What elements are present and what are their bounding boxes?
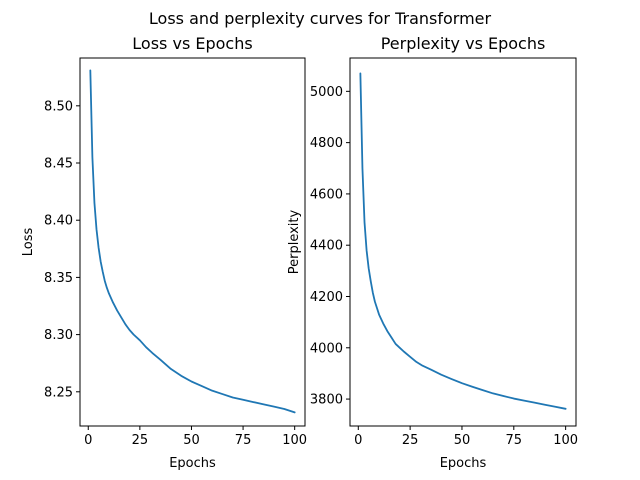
perplexity-chart-plot-frame (349, 57, 577, 427)
perplexity-chart-x-tick-label: 100 (553, 433, 578, 448)
perplexity-chart-x-axis-label: Epochs (440, 456, 487, 471)
loss-chart-plot-frame (79, 57, 306, 427)
loss-chart-x-tick-label: 25 (132, 433, 149, 448)
perplexity-chart-y-tick-label: 4200 (310, 290, 343, 305)
loss-chart-y-tick-label: 8.50 (44, 99, 73, 114)
loss-chart-title: Loss vs Epochs (132, 34, 252, 53)
loss-chart-series-line (89, 69, 296, 414)
loss-chart-y-tick-label: 8.40 (44, 214, 73, 229)
perplexity-chart-y-tick-label: 4400 (310, 239, 343, 254)
perplexity-chart-x-tick-label: 25 (402, 433, 419, 448)
perplexity-chart-y-tick-label: 4000 (310, 341, 343, 356)
perplexity-chart-y-axis-label: Perplexity (287, 209, 302, 274)
perplexity-chart-y-tick-label: 3800 (310, 393, 343, 408)
perplexity-chart-y-tick-label: 4800 (310, 136, 343, 151)
figure-title: Loss and perplexity curves for Transform… (149, 9, 492, 28)
perplexity-chart-x-tick-label: 0 (354, 433, 362, 448)
loss-chart-x-tick-label: 0 (84, 433, 92, 448)
perplexity-chart-y-tick-label: 5000 (310, 85, 343, 100)
loss-chart-y-tick-label: 8.45 (44, 157, 73, 172)
loss-chart-y-tick-label: 8.25 (44, 385, 73, 400)
perplexity-chart-title: Perplexity vs Epochs (381, 34, 546, 53)
loss-chart-y-axis-label: Loss (21, 228, 36, 257)
loss-chart-x-tick-label: 75 (235, 433, 252, 448)
perplexity-chart: Perplexity vs Epochs Epochs Perplexity 0… (287, 34, 578, 471)
perplexity-chart-x-tick-label: 75 (506, 433, 523, 448)
perplexity-chart-x-tick-label: 50 (454, 433, 471, 448)
loss-chart-x-axis-label: Epochs (169, 456, 216, 471)
loss-chart-y-tick-label: 8.30 (44, 328, 73, 343)
perplexity-chart-series-line (359, 72, 567, 410)
loss-chart: Loss vs Epochs Epochs Loss 0 25 50 75 100 8.2… (21, 34, 307, 471)
perplexity-chart-y-tick-label: 4600 (310, 187, 343, 202)
loss-chart-x-tick-label: 50 (183, 433, 200, 448)
loss-chart-x-tick-label: 100 (282, 433, 307, 448)
loss-chart-y-tick-label: 8.35 (44, 271, 73, 286)
